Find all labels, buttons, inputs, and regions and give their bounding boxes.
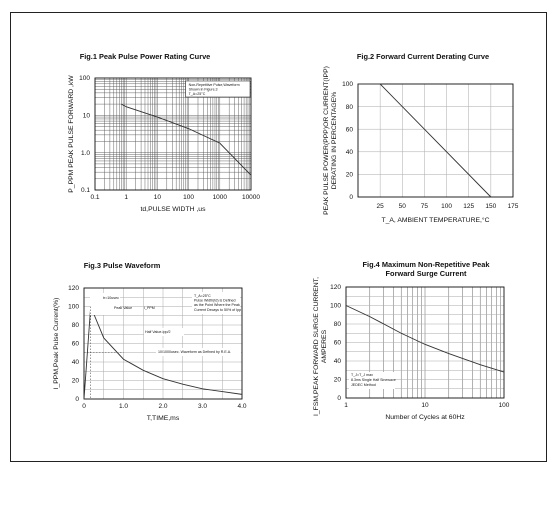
x-tick-label: 75 xyxy=(421,203,429,210)
y-tick-label: 0 xyxy=(349,194,353,201)
x-tick-label: 0 xyxy=(82,403,86,410)
x-tick-label: 3.0 xyxy=(198,403,207,410)
series-line xyxy=(83,306,243,400)
y-tick-label: 0 xyxy=(337,395,341,402)
annotation-text: Shown in Figure.3 xyxy=(189,88,218,92)
annotation-bg xyxy=(156,348,241,356)
chart-title: Fig.3 Pulse Waveform xyxy=(84,261,161,270)
y-tick-label: 60 xyxy=(72,341,80,348)
y-tick-label: 20 xyxy=(334,377,342,384)
series-line xyxy=(345,305,505,373)
fig4-chart: Fig.4 Maximum Non-Repetitive PeakForward… xyxy=(313,260,510,421)
x-axis-label: T_A, AMBIENT TEMPERATURE,°C xyxy=(381,216,489,224)
x-tick-label: 125 xyxy=(463,203,474,210)
y-tick-label: 0 xyxy=(75,396,79,403)
plot-frame xyxy=(357,83,514,198)
x-tick-label: 1 xyxy=(124,194,128,201)
y-tick-label: 40 xyxy=(346,149,354,156)
x-tick-label: 25 xyxy=(377,203,385,210)
plot-frame xyxy=(94,77,252,191)
x-axis-label: T,TIME,ms xyxy=(147,415,180,422)
annotation-text: Non-Repetitive Pulse,Waveform xyxy=(189,83,240,87)
datasheet-frame: Fig.1 Peak Pulse Power Rating Curve 0.1 1 1… xyxy=(10,12,547,462)
x-tick-label: 50 xyxy=(399,203,407,210)
annotation-half: Half Value-Ipp/2 xyxy=(145,330,171,334)
x-axis-label: td,PULSE WIDTH ,us xyxy=(141,206,207,213)
y-tick-label: 120 xyxy=(330,284,341,291)
annotation-bg xyxy=(192,292,240,314)
plot-frame xyxy=(345,286,505,399)
x-tick-label: 10 xyxy=(421,402,429,409)
x-tick-label: 100 xyxy=(441,203,452,210)
fig1-chart: Fig.1 Peak Pulse Power Rating Curve 0.1 1 1… xyxy=(68,52,260,213)
y-axis-label: I_PPM,Peak Pulse Current(%) xyxy=(53,298,60,390)
fig3-chart: Fig.3 Pulse Waveform 0 1.0 2.0 3.0 4.0 0 20 40 60… xyxy=(53,261,247,422)
y-axis-label: P_PPM PEAK PULSE FORWARD ,kW xyxy=(68,75,75,193)
annotation-peak: Peak Value xyxy=(114,306,132,310)
y-tick-label: 0.1 xyxy=(81,187,90,194)
y-tick-label: 100 xyxy=(330,303,341,310)
annotation-text: JEDEC Method xyxy=(351,383,376,387)
x-tick-label: 0.1 xyxy=(90,194,99,201)
annotation-box xyxy=(349,372,395,389)
x-tick-label: 175 xyxy=(508,203,519,210)
annotation-tr: tr=10usec xyxy=(103,296,119,300)
y-axis-label-line2: DERATING IN PERCENTAGE% xyxy=(331,92,338,190)
y-tick-label: 40 xyxy=(334,358,342,365)
y-tick-label: 10 xyxy=(83,113,91,120)
annotation-conditions: Pulse Width(td) is Defined xyxy=(194,299,236,303)
x-tick-label: 1000 xyxy=(213,194,228,201)
y-tick-label: 80 xyxy=(346,104,354,111)
x-tick-label: 1 xyxy=(344,402,348,409)
chart-title: Fig.4 Maximum Non-Repetitive Peak xyxy=(363,260,491,269)
y-tick-label: 1.0 xyxy=(81,150,90,157)
chart-title: Fig.2 Forward Current Derating Curve xyxy=(357,52,489,61)
annotation-box xyxy=(185,80,251,98)
x-axis-label: Number of Cycles at 60Hz xyxy=(385,414,465,421)
y-axis-label: I_FSM,PEAK FORWARD SURGE CURRENT, xyxy=(313,277,320,416)
annotation-text: 8.3ms Single Half Sinewave xyxy=(351,378,396,382)
annotation-conditions: T_A=25°C xyxy=(194,294,211,298)
x-tick-label: 10 xyxy=(154,194,162,201)
annotation-conditions: Current Decays to 50% of Ipp xyxy=(194,308,241,312)
y-tick-label: 40 xyxy=(72,359,80,366)
y-tick-label: 100 xyxy=(68,304,79,311)
annotation-text: T_J=T_J max xyxy=(351,373,373,377)
y-tick-label: 100 xyxy=(342,81,353,88)
annotation-bg xyxy=(144,328,184,336)
fig2-chart: Fig.2 Forward Current Derating Curve 25 50… xyxy=(323,52,519,224)
y-tick-label: 60 xyxy=(334,340,342,347)
annotation-text: T_A=25°C xyxy=(189,92,206,96)
x-tick-label: 1.0 xyxy=(119,403,128,410)
y-tick-label: 20 xyxy=(72,378,80,385)
annotation-bg xyxy=(90,293,120,315)
y-axis-label: PEAK PULSE POWER(PPP)OR CURRENT(IPP) xyxy=(323,66,330,215)
x-tick-label: 2.0 xyxy=(158,403,167,410)
y-tick-label: 20 xyxy=(346,172,354,179)
y-axis-label-line2: AMPERES xyxy=(321,329,328,363)
annotation-waveform: 10/1000usec. Waveform as Defined by R.E.… xyxy=(158,350,231,354)
annotation-conditions: as the Point Where the Peak xyxy=(194,303,240,307)
chart-title-line2: Forward Surge Current xyxy=(386,269,467,278)
x-tick-label: 100 xyxy=(499,402,510,409)
x-tick-label: 10000 xyxy=(242,194,260,201)
x-tick-label: 4.0 xyxy=(237,403,246,410)
y-tick-label: 80 xyxy=(334,321,342,328)
y-tick-label: 80 xyxy=(72,322,80,329)
plot-frame xyxy=(83,287,243,400)
y-tick-label: 120 xyxy=(68,285,79,292)
annotation-ipp: I_PPM xyxy=(144,306,155,310)
x-tick-label: 150 xyxy=(485,203,496,210)
figure-sheet: Fig.1 Peak Pulse Power Rating Curve 0.1 1 1… xyxy=(53,52,519,422)
chart-title: Fig.1 Peak Pulse Power Rating Curve xyxy=(80,52,211,61)
y-tick-label: 60 xyxy=(346,126,354,133)
x-tick-label: 100 xyxy=(183,194,194,201)
series-line xyxy=(358,83,492,198)
y-tick-label: 100 xyxy=(79,75,90,82)
series-line xyxy=(121,103,252,176)
